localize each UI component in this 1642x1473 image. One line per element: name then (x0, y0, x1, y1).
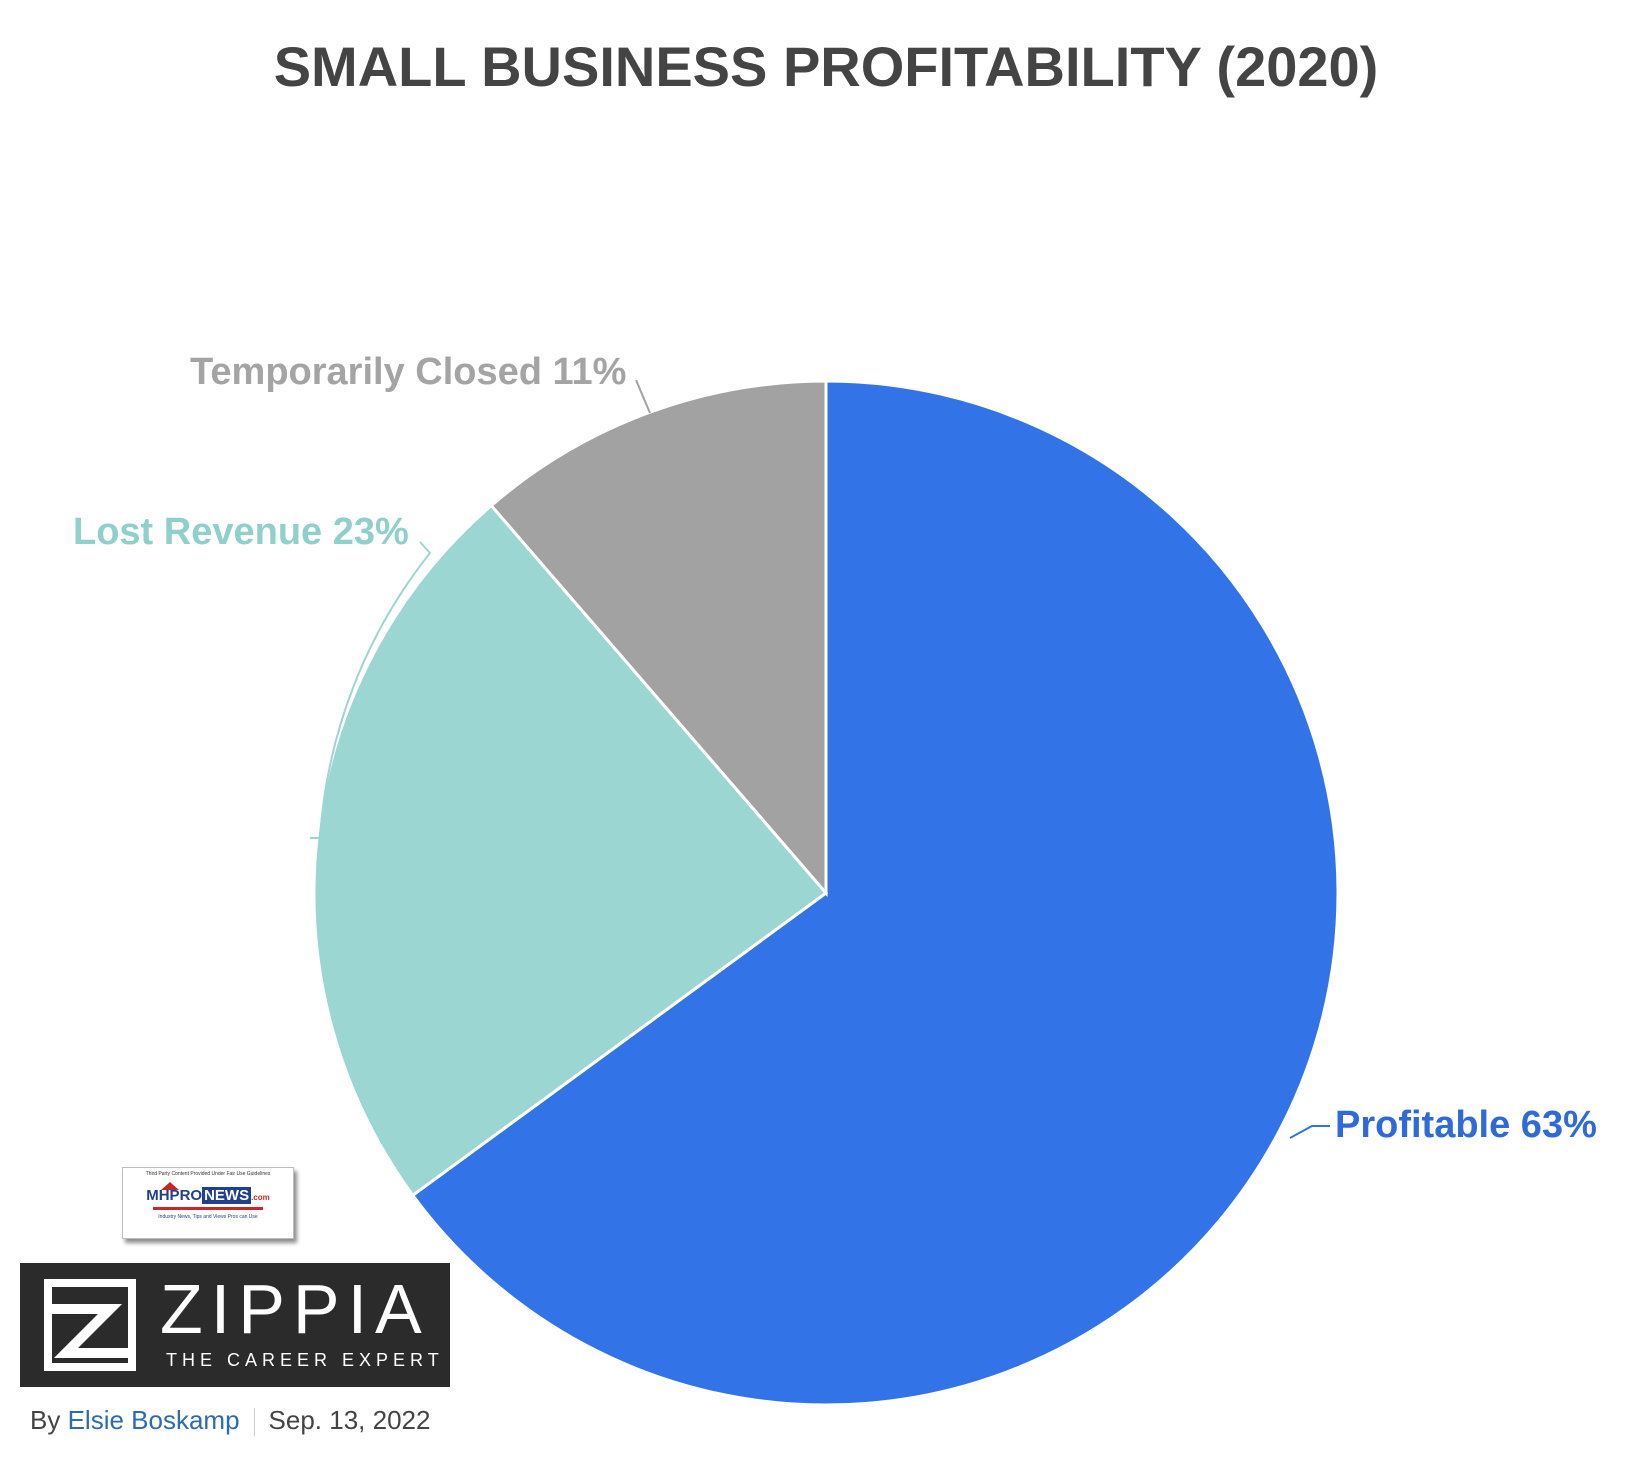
slice-label-profitable: Profitable 63% (1335, 1104, 1597, 1146)
zippia-z-icon (44, 1279, 136, 1371)
publish-date: Sep. 13, 2022 (268, 1405, 431, 1435)
byline-divider (253, 1408, 255, 1437)
logo-tagline: THE CAREER EXPERT (166, 1350, 444, 1370)
badge-fair-use-text: Third Party Content Provided Under Fair … (145, 1171, 271, 1177)
pie-slices (312, 379, 1340, 1407)
chart-title: SMALL BUSINESS PROFITABILITY (2020) (274, 35, 1379, 98)
slice-label-temporarily-closed: Temporarily Closed 11% (190, 351, 626, 393)
label-leaders (310, 379, 1330, 1139)
leader-temporarily-closed (635, 379, 651, 414)
byline-by: By (30, 1405, 61, 1435)
badge-brand-prefix: MHPRO (146, 1187, 203, 1204)
logo-name: ZIPPIA (160, 1270, 430, 1348)
zippia-logo: ZIPPIA THE CAREER EXPERT (20, 1263, 450, 1387)
house-icon (161, 1182, 179, 1190)
leader-lost-revenue (310, 541, 432, 839)
badge-brand: MHPRO NEWS .com (123, 1187, 293, 1206)
slice-label-lost-revenue: Lost Revenue 23% (73, 511, 409, 553)
leader-profitable (1289, 1125, 1330, 1139)
pie-slice-lost-revenue (312, 503, 829, 1198)
pie-slice-temporarily-closed (489, 379, 828, 898)
badge-brand-suffix: .com (251, 1193, 270, 1202)
badge-brand-news: NEWS (202, 1187, 252, 1204)
pie-slice-profitable (410, 379, 1340, 1407)
byline: By Elsie Boskamp Sep. 13, 2022 (30, 1400, 430, 1440)
mhpronews-badge: Third Party Content Provided Under Fair … (122, 1167, 294, 1239)
badge-tagline: Industry News, Tips and Views Pros can U… (158, 1214, 258, 1220)
badge-divider (153, 1207, 263, 1210)
author-link[interactable]: Elsie Boskamp (67, 1405, 240, 1435)
